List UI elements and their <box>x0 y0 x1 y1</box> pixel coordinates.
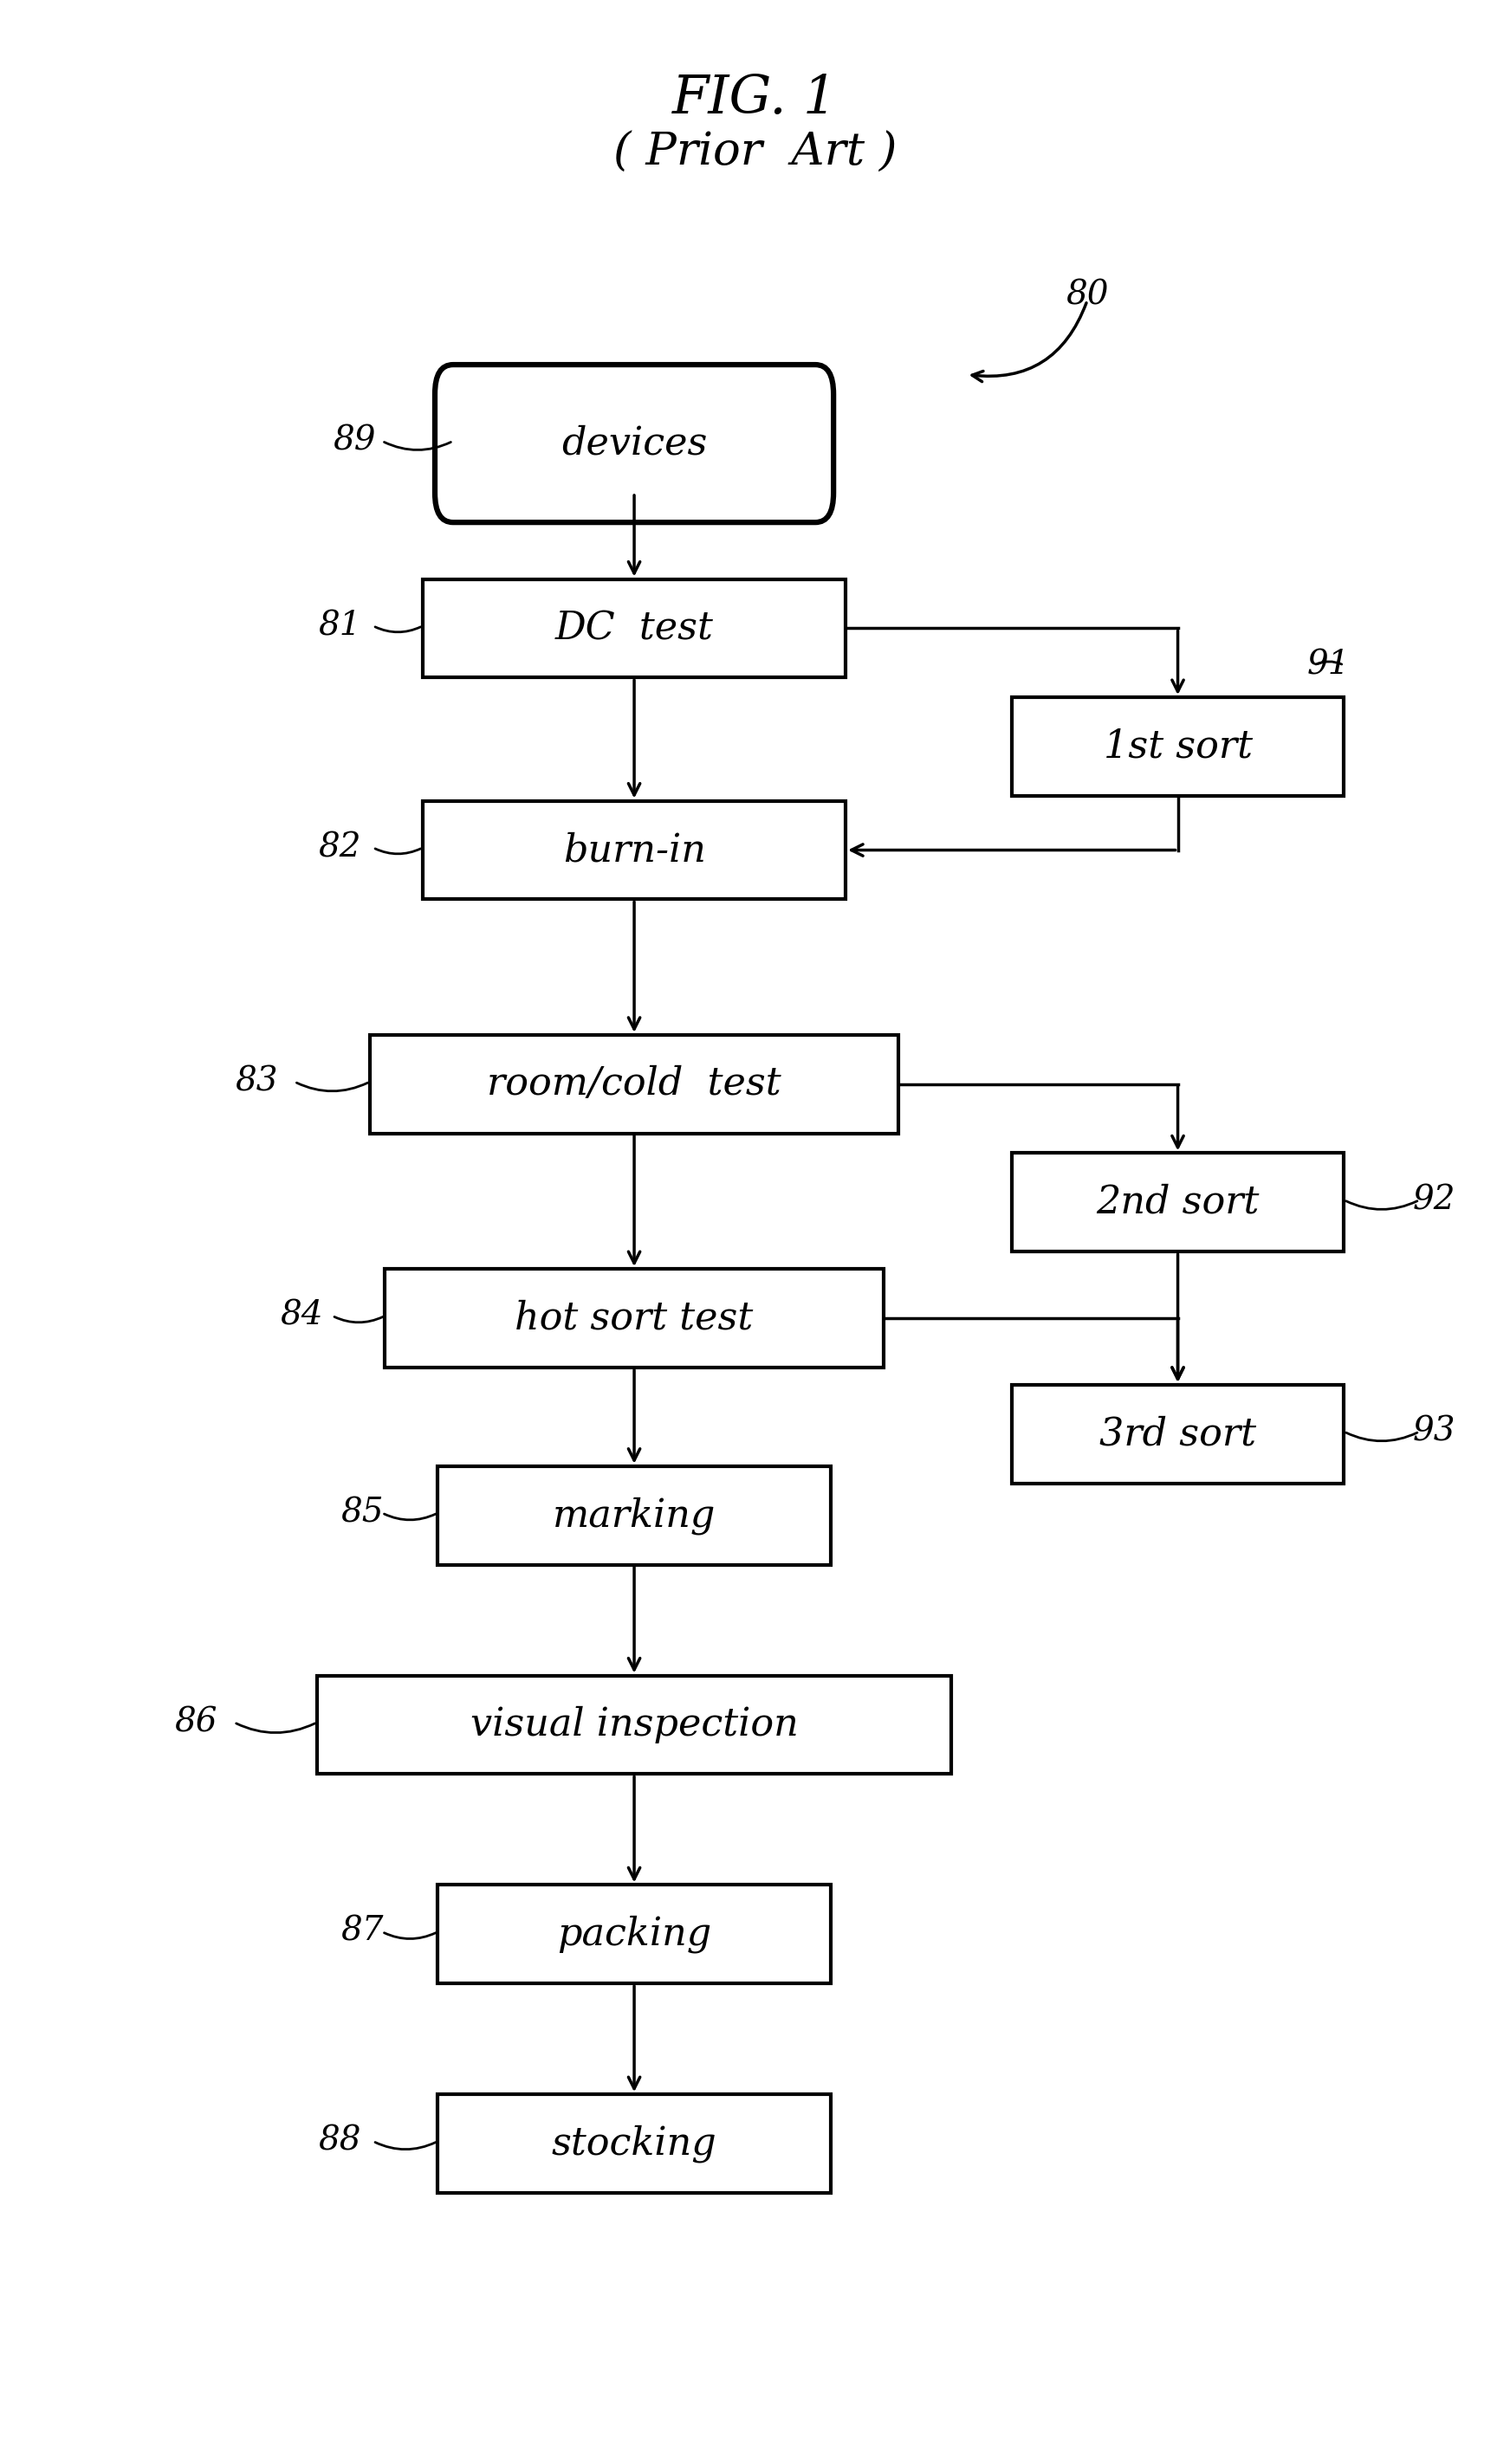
Text: DC  test: DC test <box>556 609 713 648</box>
FancyBboxPatch shape <box>1012 1385 1344 1483</box>
Text: 1st sort: 1st sort <box>1104 727 1252 766</box>
Text: hot sort test: hot sort test <box>515 1299 753 1338</box>
Text: 2nd sort: 2nd sort <box>1096 1183 1259 1222</box>
FancyBboxPatch shape <box>370 1035 898 1133</box>
FancyBboxPatch shape <box>438 2094 831 2193</box>
Text: 89: 89 <box>334 424 376 458</box>
Text: stocking: stocking <box>551 2124 717 2163</box>
FancyBboxPatch shape <box>423 579 846 678</box>
FancyBboxPatch shape <box>1012 1153 1344 1252</box>
Text: 92: 92 <box>1413 1183 1456 1217</box>
FancyBboxPatch shape <box>317 1676 951 1774</box>
Text: packing: packing <box>557 1915 711 1954</box>
Text: 82: 82 <box>319 830 361 865</box>
Text: 91: 91 <box>1308 648 1350 683</box>
Text: 3rd sort: 3rd sort <box>1099 1414 1256 1454</box>
FancyBboxPatch shape <box>435 365 834 522</box>
Text: FIG. 1: FIG. 1 <box>672 71 838 126</box>
Text: 85: 85 <box>341 1496 384 1530</box>
Text: room/cold  test: room/cold test <box>488 1064 781 1104</box>
Text: 87: 87 <box>341 1915 384 1949</box>
Text: ( Prior  Art ): ( Prior Art ) <box>613 131 897 175</box>
Text: 81: 81 <box>319 609 361 643</box>
FancyBboxPatch shape <box>438 1466 831 1565</box>
FancyBboxPatch shape <box>438 1885 831 1984</box>
Text: devices: devices <box>562 424 707 463</box>
Text: 88: 88 <box>319 2124 361 2158</box>
FancyBboxPatch shape <box>423 801 846 899</box>
Text: 84: 84 <box>281 1299 323 1333</box>
Text: burn-in: burn-in <box>563 830 705 870</box>
FancyBboxPatch shape <box>385 1269 883 1368</box>
Text: 93: 93 <box>1413 1414 1456 1449</box>
FancyBboxPatch shape <box>1012 697 1344 796</box>
Text: visual inspection: visual inspection <box>470 1705 799 1745</box>
Text: 83: 83 <box>236 1064 278 1099</box>
Text: 80: 80 <box>1066 278 1108 313</box>
Text: marking: marking <box>553 1496 716 1535</box>
Text: 86: 86 <box>175 1705 217 1740</box>
